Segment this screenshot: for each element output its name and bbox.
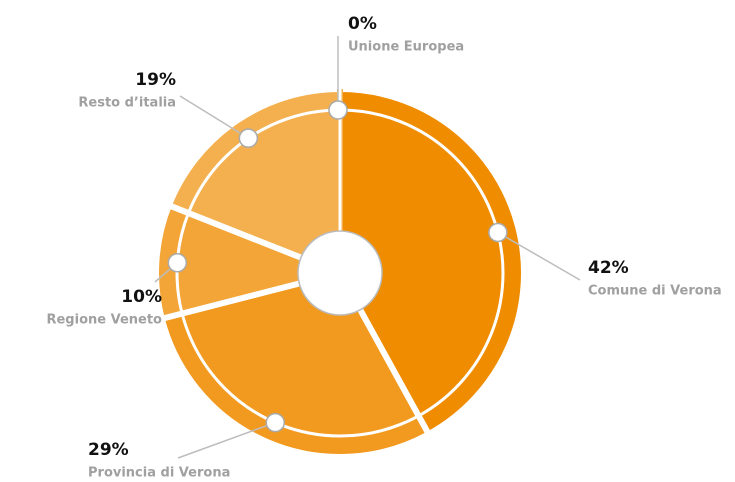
marker xyxy=(265,412,286,433)
category-label: Regione Veneto xyxy=(46,313,162,328)
value-label: 19% xyxy=(135,70,176,90)
category-label: Comune di Verona xyxy=(588,284,722,299)
leader-line xyxy=(177,421,276,459)
marker xyxy=(328,100,348,120)
slice xyxy=(165,85,343,278)
slice xyxy=(158,269,433,460)
value-label: 42% xyxy=(588,258,629,278)
slice xyxy=(153,201,350,323)
slice xyxy=(337,85,527,439)
center-hole xyxy=(297,230,383,316)
category-label: Unione Europea xyxy=(348,40,464,55)
value-label: 29% xyxy=(88,440,129,460)
marker xyxy=(167,253,188,273)
marker xyxy=(238,128,259,148)
leader-line xyxy=(179,95,249,139)
leader-line xyxy=(497,231,581,281)
marker xyxy=(488,222,508,243)
value-label: 0% xyxy=(348,14,377,34)
value-label: 10% xyxy=(121,287,162,307)
category-label: Provincia di Verona xyxy=(88,466,230,481)
category-label: Resto d’italia xyxy=(78,96,176,111)
